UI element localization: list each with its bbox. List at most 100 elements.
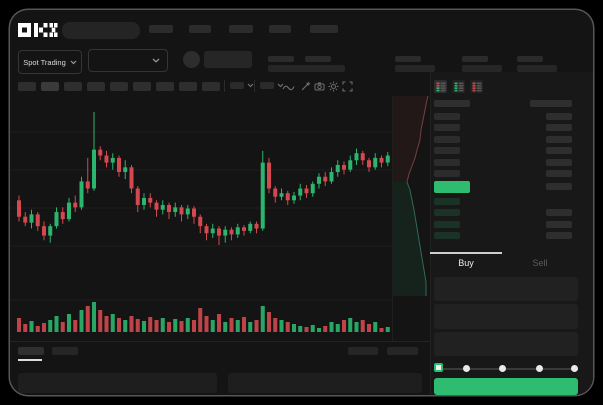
interval-pill[interactable] [18, 82, 36, 91]
volume-bar [279, 320, 284, 332]
volume-bar [129, 316, 134, 332]
price-field[interactable] [434, 277, 578, 301]
volume-bar [373, 322, 378, 332]
orderbook-header[interactable] [530, 100, 572, 107]
volume-bar [48, 320, 53, 332]
bid-amount[interactable] [546, 232, 572, 240]
nav-item[interactable] [149, 25, 173, 33]
volume-bar [223, 322, 228, 332]
bid-amount[interactable] [546, 220, 572, 228]
ask-amount[interactable] [546, 147, 572, 155]
chart-style-dropdown[interactable] [260, 82, 284, 89]
bottom-action[interactable] [348, 347, 378, 355]
volume-bar [385, 327, 390, 332]
chart-canvas[interactable] [10, 96, 393, 341]
bid-price[interactable] [434, 198, 460, 205]
ask-amount[interactable] [546, 124, 572, 132]
candle [235, 227, 240, 235]
ask-amount[interactable] [546, 170, 572, 177]
interval-pill[interactable] [179, 82, 197, 91]
slider-stop[interactable] [499, 365, 506, 372]
candle [185, 208, 190, 215]
interval-pill[interactable] [64, 82, 82, 91]
ask-price[interactable] [434, 158, 460, 166]
camera-icon[interactable] [314, 81, 325, 92]
ask-price[interactable] [434, 170, 460, 177]
volume-bar [204, 316, 209, 332]
nav-item[interactable] [310, 25, 338, 33]
bid-price[interactable] [434, 232, 460, 240]
market-type-selector[interactable]: Spot Trading [18, 50, 82, 74]
bottom-panel-right [228, 373, 422, 393]
amount-slider-track[interactable] [434, 368, 578, 370]
slider-handle[interactable] [434, 363, 443, 372]
interval-pill[interactable] [202, 82, 220, 91]
nav-item[interactable] [189, 25, 211, 33]
slider-stop[interactable] [571, 365, 578, 372]
chevron-down-icon [277, 83, 284, 88]
orderbook-toggle-split-view[interactable] [434, 80, 447, 93]
ask-price[interactable] [434, 113, 460, 120]
candle [329, 172, 334, 182]
ask-price[interactable] [434, 135, 460, 143]
app-window: Spot Trading [10, 10, 593, 395]
candle [260, 162, 265, 229]
nav-item[interactable] [229, 25, 253, 33]
interval-pill[interactable] [41, 82, 59, 91]
ask-price[interactable] [434, 124, 460, 132]
orderbook-header[interactable] [434, 100, 470, 107]
draw-tool-icon[interactable] [300, 81, 311, 92]
amount-field[interactable] [434, 304, 578, 329]
line-chart-icon[interactable] [282, 83, 295, 92]
candle [135, 188, 140, 205]
candle [348, 160, 353, 170]
indicator-dropdown[interactable] [230, 82, 254, 89]
candle [154, 202, 159, 210]
candle [110, 157, 115, 163]
candle [210, 228, 215, 234]
volume-bar [167, 322, 171, 332]
interval-pill[interactable] [110, 82, 128, 91]
total-field[interactable] [434, 332, 578, 356]
volume-bar [360, 320, 365, 332]
candle [23, 216, 28, 223]
bid-price[interactable] [434, 220, 460, 228]
ask-amount[interactable] [546, 113, 572, 120]
orderbook-toggle-bids-view[interactable] [452, 80, 465, 93]
pair-action-button[interactable] [204, 51, 252, 68]
tab-buy[interactable]: Buy [430, 256, 502, 270]
buy-submit-button[interactable] [434, 378, 578, 395]
volume-bar [229, 318, 234, 332]
candle [123, 167, 128, 173]
candle [354, 153, 359, 161]
bottom-tab-active[interactable] [18, 347, 44, 355]
search-input[interactable] [62, 22, 140, 39]
bottom-tab[interactable] [52, 347, 78, 355]
volume-bar [254, 320, 259, 332]
slider-stop[interactable] [463, 365, 470, 372]
last-price-badge[interactable] [434, 181, 470, 193]
fullscreen-icon[interactable] [342, 81, 353, 92]
interval-pill[interactable] [133, 82, 151, 91]
coin-icon[interactable] [183, 51, 200, 68]
gear-icon[interactable] [328, 81, 339, 92]
slider-stop[interactable] [536, 365, 543, 372]
okx-logo[interactable] [18, 22, 58, 38]
orderbook-toggle-asks-view[interactable] [470, 80, 483, 93]
bid-amount[interactable] [546, 209, 572, 217]
volume-bar [29, 321, 34, 332]
tab-sell[interactable]: Sell [502, 256, 578, 270]
interval-pill[interactable] [156, 82, 174, 91]
volume-bar [79, 310, 84, 332]
ask-amount[interactable] [546, 135, 572, 143]
ask-price[interactable] [434, 147, 460, 155]
last-price-amount[interactable] [546, 183, 572, 190]
pair-selector[interactable] [88, 49, 168, 72]
nav-item[interactable] [269, 25, 291, 33]
candle [148, 197, 153, 203]
ask-amount[interactable] [546, 158, 572, 166]
interval-pill[interactable] [87, 82, 105, 91]
candle [379, 157, 384, 163]
bid-price[interactable] [434, 209, 460, 217]
bottom-action[interactable] [387, 347, 418, 355]
